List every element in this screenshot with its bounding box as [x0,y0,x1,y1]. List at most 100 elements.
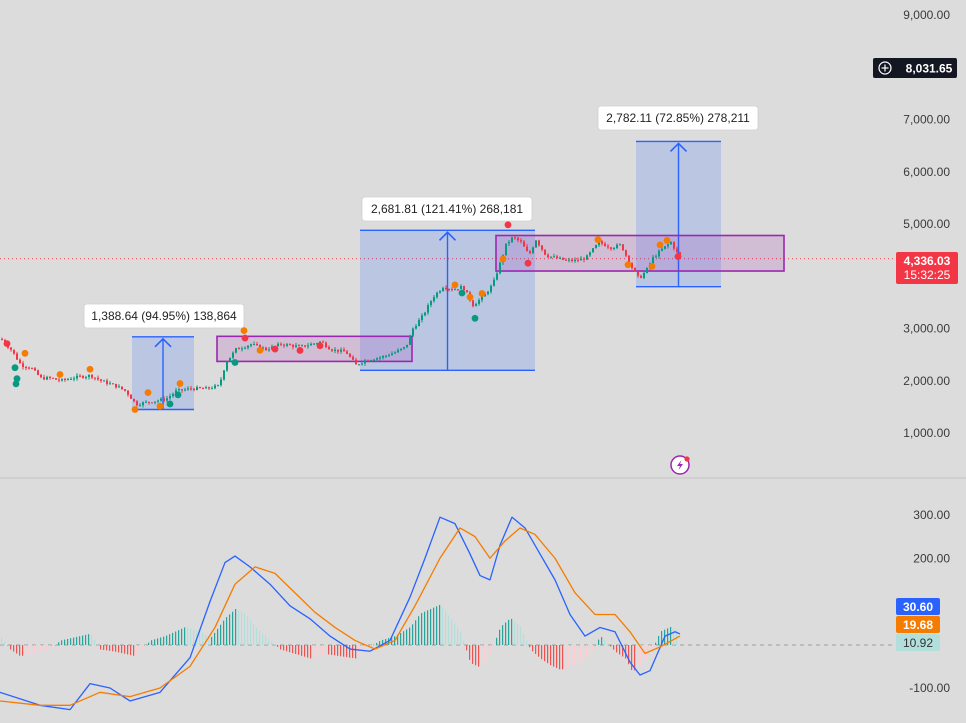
candle-body [379,357,381,359]
candle-body [103,380,105,382]
candle-body [295,345,297,347]
candle-body [595,244,597,249]
candle-body [142,402,144,406]
candle-body [358,364,360,366]
candle-body [244,347,246,349]
histogram-bar [361,645,363,654]
histogram-bar [499,629,501,645]
histogram-bar [160,637,162,645]
histogram-bar [325,645,327,654]
candle-body [298,345,300,347]
histogram-bar [517,624,519,645]
candle-body [121,386,123,390]
candle-body [226,361,228,371]
candle-body [283,344,285,346]
candle-body [484,294,486,297]
price-axis: 9,000.00 7,000.00 6,000.00 5,000.00 3,000.00… [903,8,950,695]
candle-body [421,315,423,321]
signal-dot [56,371,64,378]
histogram-bar [505,622,507,645]
price-axis-tick: 5,000.00 [903,217,950,231]
histogram-bar [169,634,171,645]
histogram-bar [136,645,138,656]
histogram-bar [190,628,192,645]
histogram-bar [289,645,291,653]
candle-body [607,246,609,248]
signal-dot [86,365,94,373]
candle-body [316,343,318,345]
histogram-bar [511,618,513,645]
histogram-bar [94,640,96,645]
candle-body [238,348,240,350]
histogram-bar [466,645,468,651]
histogram-bar [133,645,135,656]
candle-body [13,349,15,354]
candle-body [370,360,372,362]
candle-body [673,242,675,249]
price-pane[interactable]: 1,388.64 (94.95%) 138,864 2,681.81 (121.4… [0,105,896,413]
histogram-bar [295,645,297,654]
histogram-bar [583,645,585,661]
candle-body [373,359,375,361]
candle-body [208,387,210,389]
histogram-bar [670,627,672,645]
last-price-countdown: 15:32:25 [904,268,951,282]
histogram-bar [163,636,165,645]
candle-body [16,353,18,360]
histogram-bar [61,640,63,645]
candle-body [301,345,303,347]
histogram-bar [355,645,357,659]
signal-dot [156,402,164,410]
candle-body [268,349,270,351]
histogram-bar [508,619,510,645]
histogram-bar [424,611,426,645]
histogram-bar [229,614,231,645]
histogram-bar [451,619,453,645]
candle-body [412,328,414,336]
oscillator-pane[interactable] [0,516,896,711]
histogram-bar [211,636,213,645]
price-axis-tick: 6,000.00 [903,165,950,179]
candle-body [169,396,171,399]
candle-body [145,401,147,403]
histogram-bar [478,645,480,667]
histogram-bar [667,628,669,645]
candle-body [160,398,162,401]
histogram-bar [496,637,498,645]
candle-body [625,250,627,256]
candle-body [214,385,216,389]
histogram-bar [382,639,384,645]
candle-body [202,388,204,390]
candle-body [223,370,225,380]
histogram-bar [184,627,186,645]
histogram-bar [130,645,132,656]
candle-body [436,292,438,298]
crosshair-price-label: 8,031.65 [906,62,953,76]
candle-body [259,344,261,349]
candle-body [388,355,390,357]
candle-body [139,405,141,407]
histogram-bar [208,636,210,645]
histogram-bar [235,609,237,645]
candle-body [286,344,288,346]
lightning-icon[interactable] [670,455,690,475]
signal-dot [499,255,507,263]
candle-body [124,389,126,391]
candle-body [400,348,402,351]
price-axis-tick: 1,000.00 [903,426,950,440]
histogram-bar [226,617,228,645]
histogram-bar [124,645,126,654]
price-axis-tick: 2,000.00 [903,374,950,388]
histogram-value: 10.92 [903,636,933,650]
candle-body [91,374,93,378]
candle-body [481,296,483,301]
histogram-bar [610,645,612,647]
oscillator-axis-tick: 200.00 [913,551,950,565]
candle-body [127,390,129,395]
histogram-bar [244,613,246,645]
plus-circle-icon[interactable] [878,61,892,75]
candle-body [391,353,393,356]
histogram-bar [676,629,678,645]
